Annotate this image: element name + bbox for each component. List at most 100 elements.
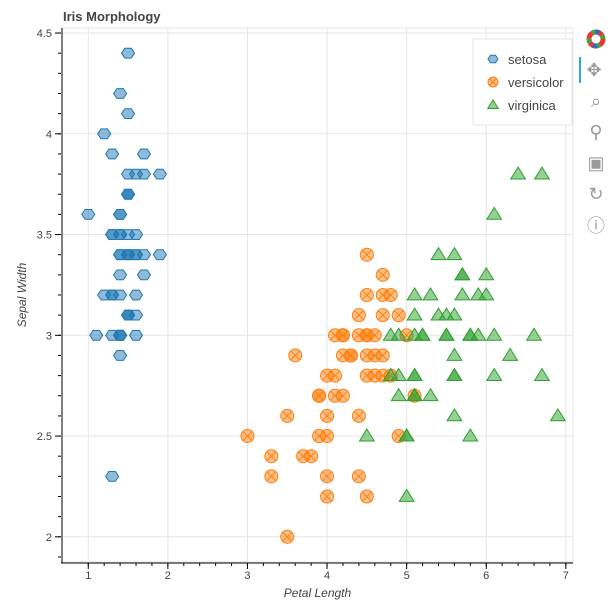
legend-virginica-icon — [486, 99, 500, 109]
versicolor-point — [343, 348, 358, 363]
triangle-shape — [406, 327, 423, 341]
y-tick-label: 3.5 — [37, 230, 52, 242]
versicolor-point — [320, 429, 335, 444]
legend-setosa-icon — [487, 54, 499, 64]
triangle-shape — [509, 166, 527, 180]
triangle-shape — [446, 307, 463, 321]
versicolor-point — [359, 247, 374, 262]
versicolor-point — [359, 288, 374, 302]
x-tick-label: 6 — [483, 570, 489, 582]
x-shape — [322, 491, 332, 502]
triangle-shape — [398, 428, 415, 442]
versicolor-point — [375, 348, 390, 363]
setosa-point — [120, 47, 136, 59]
legend-item-setosa[interactable]: setosa — [508, 52, 547, 67]
x-shape — [377, 350, 388, 361]
virginica-point — [430, 307, 447, 321]
versicolor-point — [335, 328, 350, 343]
virginica-point — [446, 407, 463, 422]
virginica-point — [406, 327, 423, 341]
legend-label: setosa — [508, 52, 547, 67]
setosa-point — [113, 329, 128, 341]
y-axis-label: Sepal Width — [15, 262, 29, 327]
x-shape — [353, 310, 364, 321]
x-shape — [266, 471, 277, 482]
hex-shape — [120, 108, 136, 120]
versicolor-point — [328, 368, 343, 383]
x-shape — [361, 249, 372, 260]
triangle-shape — [462, 327, 479, 341]
versicolor-point — [383, 288, 398, 302]
chart-title: Iris Morphology — [63, 9, 161, 24]
x-shape — [353, 471, 364, 482]
setosa-point — [128, 289, 144, 301]
setosa-point — [81, 208, 96, 220]
virginica-point — [406, 387, 423, 402]
reset-icon[interactable]: ↻ — [588, 183, 604, 204]
triangle-shape — [477, 266, 495, 281]
versicolor-point — [351, 469, 366, 484]
virginica-point — [462, 327, 479, 341]
y-tick-label: 4 — [46, 129, 52, 141]
versicolor-point — [367, 328, 382, 343]
versicolor-point — [280, 529, 295, 544]
virginica-point — [438, 327, 455, 341]
legend-label: virginica — [508, 98, 556, 113]
box-zoom-icon[interactable]: ⌕ — [590, 90, 602, 111]
triangle-shape — [533, 367, 551, 382]
x-shape — [385, 290, 396, 300]
triangle-shape — [406, 367, 423, 382]
triangle-shape — [462, 428, 479, 442]
triangle-shape — [406, 307, 423, 321]
help-icon[interactable]: ⓘ — [587, 216, 605, 236]
legend-item-virginica[interactable]: virginica — [508, 98, 556, 113]
hex-shape — [113, 269, 128, 281]
x-tick-label: 2 — [165, 570, 171, 582]
hex-shape — [113, 350, 128, 361]
hex-shape — [120, 188, 136, 200]
x-shape — [369, 330, 380, 341]
y-tick-label: 4.5 — [37, 28, 52, 40]
pan-icon[interactable]: ✥ — [579, 57, 607, 83]
wheel-zoom-icon[interactable]: ⚲ — [589, 121, 603, 142]
triangle-shape — [398, 488, 415, 502]
hex-shape — [113, 289, 128, 301]
hex-shape — [128, 229, 144, 240]
setosa-point — [97, 128, 112, 140]
virginica-point — [501, 347, 519, 361]
save-icon[interactable]: ▣ — [587, 152, 605, 173]
triangle-shape — [422, 387, 439, 402]
setosa-point — [105, 470, 120, 482]
hex-shape — [120, 309, 136, 321]
virginica-point — [430, 246, 447, 261]
setosa-point — [89, 329, 104, 341]
setosa-point — [120, 188, 136, 200]
hex-shape — [128, 168, 144, 180]
setosa-point — [128, 229, 144, 240]
hex-shape — [120, 47, 136, 59]
setosa-point — [105, 148, 120, 160]
virginica-point — [454, 266, 471, 281]
hex-shape — [113, 329, 128, 341]
y-tick-label: 2.5 — [37, 431, 52, 443]
hex-shape — [487, 54, 499, 64]
virginica-point — [358, 428, 376, 442]
x-shape — [377, 269, 388, 280]
virginica-point — [485, 206, 503, 220]
virginica-point — [462, 428, 479, 442]
setosa-point — [113, 208, 128, 220]
triangle-shape — [446, 407, 463, 422]
hex-shape — [105, 148, 120, 160]
x-shape — [266, 451, 277, 462]
legend-item-versicolor[interactable]: versicolor — [508, 75, 564, 90]
triangle-shape — [501, 347, 519, 361]
x-shape — [361, 350, 372, 361]
virginica-point — [509, 166, 527, 180]
virginica-point — [382, 367, 399, 382]
bokeh-logo-icon[interactable] — [583, 26, 609, 52]
setosa-point — [120, 249, 136, 261]
x-tick-label: 7 — [563, 570, 569, 582]
hex-shape — [128, 329, 144, 341]
